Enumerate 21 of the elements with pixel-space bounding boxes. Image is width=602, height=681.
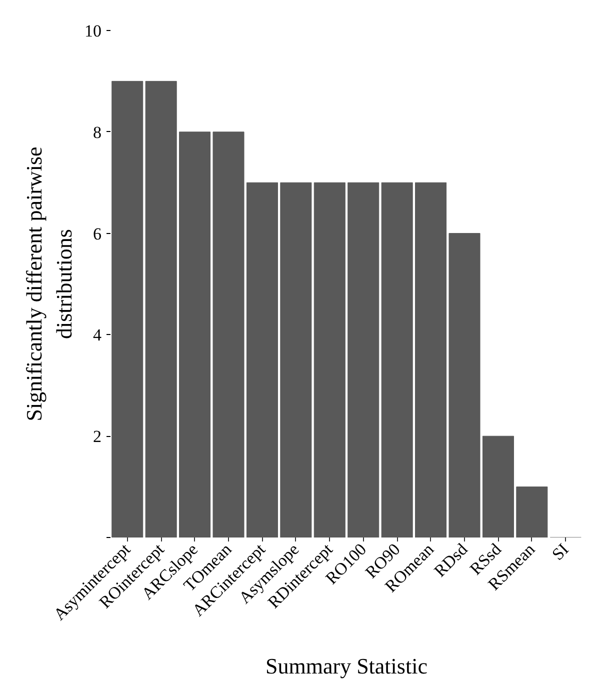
bar — [145, 80, 177, 538]
y-tick-label: 2 — [93, 427, 102, 446]
bar — [415, 182, 447, 538]
y-tick-label: 4 — [93, 326, 102, 345]
bar — [212, 132, 244, 538]
y-tick-label: 6 — [93, 224, 102, 244]
bar — [482, 436, 514, 538]
bar — [246, 182, 278, 538]
bar — [516, 486, 548, 538]
bar — [280, 182, 312, 538]
bar — [348, 182, 380, 538]
y-tick-label: 8 — [93, 122, 102, 142]
x-axis-title: Summary Statistic — [266, 654, 428, 679]
x-tick-label: SI — [548, 540, 573, 564]
y-axis-title: Significantly different pairwise distributions — [22, 146, 76, 422]
bar — [314, 182, 346, 538]
bar — [112, 80, 144, 538]
y-tick-label: 10 — [84, 22, 102, 40]
bar — [179, 132, 211, 538]
bar — [381, 182, 413, 538]
bar — [448, 233, 480, 538]
